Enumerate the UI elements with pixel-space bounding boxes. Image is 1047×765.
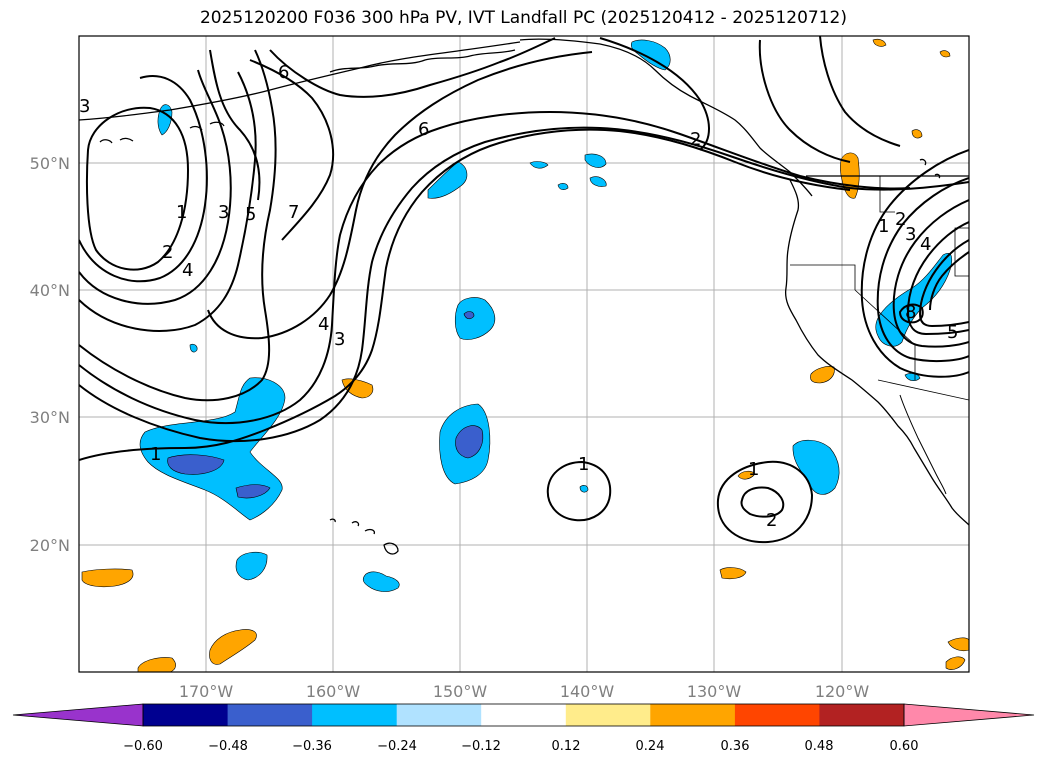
pv-fill-region: [167, 454, 225, 475]
colorbar-tick: 0.48: [805, 739, 834, 754]
contour-label: 1: [878, 216, 889, 237]
colorbar-swatch: [650, 704, 736, 726]
contour-label: 7: [288, 202, 299, 223]
colorbar-tick: −0.48: [208, 739, 248, 754]
pv-fill-region: [947, 637, 969, 652]
pv-fill-region: [911, 129, 923, 139]
colorbar-swatch: [227, 704, 313, 726]
colorbar-ticks: −0.60 −0.48 −0.36 −0.24 −0.12 0.12 0.24 …: [123, 739, 918, 754]
pv-fill-region: [810, 366, 835, 384]
colorbar-tick: −0.36: [292, 739, 332, 754]
colorbar-swatch: [481, 704, 567, 726]
contour-label: 1: [578, 454, 589, 475]
pv-fill-region: [904, 373, 921, 381]
contour-label: 5: [947, 322, 958, 343]
contour-label: 6: [418, 119, 429, 140]
contour-label: 2: [162, 242, 173, 263]
pv-fill-region: [235, 551, 268, 581]
contour-label: 3: [79, 96, 90, 117]
lon-label: 170°W: [179, 682, 234, 701]
contour-label: 2: [690, 129, 701, 150]
pv-fill-region: [719, 567, 747, 580]
colorbar-extend-high: [903, 703, 1035, 727]
pv-fill-region: [875, 252, 953, 347]
pv-fill-region: [454, 297, 496, 340]
contour-label: 1: [748, 459, 759, 480]
contour-label: 1: [176, 202, 187, 223]
map-frame: [78, 35, 970, 673]
colorbar: −0.60 −0.48 −0.36 −0.24 −0.12 0.12 0.24 …: [12, 703, 1035, 754]
lat-label: 20°N: [30, 536, 70, 555]
pv-negative-anomaly-fills: [139, 39, 953, 592]
contour-label: 5: [245, 204, 256, 225]
lon-label: 160°W: [306, 682, 361, 701]
lon-label: 120°W: [815, 682, 870, 701]
colorbar-swatches: [143, 704, 905, 726]
pv-fill-region: [792, 439, 840, 495]
colorbar-tick: 0.12: [552, 739, 581, 754]
pv-fill-region: [189, 343, 198, 353]
pv-fill-region: [463, 311, 475, 320]
contour-label: 2: [766, 510, 777, 531]
lon-label: 140°W: [560, 682, 615, 701]
colorbar-swatch: [396, 704, 482, 726]
pv-fill-region: [584, 153, 607, 168]
colorbar-swatch: [565, 704, 651, 726]
map-area: 1 1 1 1 1 2 2 2 2 3 3 3 3 4 4 4 5 5 6 6 …: [79, 36, 969, 672]
contour-label: 3: [334, 329, 345, 350]
lon-label: 130°W: [687, 682, 742, 701]
pv-positive-anomaly-fills: [81, 38, 969, 672]
contour-label: 6: [278, 62, 289, 83]
latitude-labels: 50°N 40°N 30°N 20°N: [30, 154, 70, 555]
contour-label: 1: [150, 444, 161, 465]
pv-fill-region: [235, 484, 271, 499]
contour-label: 4: [920, 234, 931, 255]
lon-label: 150°W: [433, 682, 488, 701]
pv-fill-region: [362, 571, 400, 592]
pv-fill-region: [209, 629, 257, 665]
contour-label: 4: [182, 260, 193, 281]
pv-fill-region: [872, 38, 887, 47]
pv-fill-region: [579, 485, 589, 493]
map-title: 2025120200 F036 300 hPa PV, IVT Landfall…: [199, 8, 847, 28]
colorbar-tick: 0.36: [721, 739, 750, 754]
pv-fill-region: [529, 161, 549, 169]
contour-label: 8: [905, 302, 916, 323]
contour-label: 2: [895, 209, 906, 230]
lat-label: 50°N: [30, 154, 70, 173]
pv-fill-region: [589, 176, 607, 187]
colorbar-swatch: [734, 704, 820, 726]
lat-label: 30°N: [30, 408, 70, 427]
colorbar-tick: −0.60: [123, 739, 163, 754]
contour-labels: 1 1 1 1 1 2 2 2 2 3 3 3 3 4 4 4 5 5 6 6 …: [79, 62, 958, 531]
colorbar-tick: −0.24: [377, 739, 417, 754]
colorbar-swatch: [819, 704, 905, 726]
pv-fill-region: [455, 425, 484, 459]
contour-label: 3: [905, 224, 916, 245]
colorbar-tick: 0.60: [890, 739, 919, 754]
colorbar-swatch: [312, 704, 398, 726]
lat-label: 40°N: [30, 281, 70, 300]
colorbar-tick: 0.24: [636, 739, 665, 754]
pv-fill-region: [939, 50, 951, 58]
contour-label: 4: [318, 314, 329, 335]
pv-fill-region: [137, 657, 176, 672]
pv-fill-region: [427, 161, 468, 199]
longitude-labels: 170°W 160°W 150°W 140°W 130°W 120°W: [179, 682, 870, 701]
contour-label: 3: [218, 202, 229, 223]
pv-fill-region: [157, 104, 173, 136]
colorbar-swatch: [143, 704, 229, 726]
colorbar-tick: −0.12: [461, 739, 501, 754]
pv-fill-region: [81, 568, 134, 588]
colorbar-extend-low: [12, 703, 144, 727]
colorbar-frame: [142, 703, 905, 727]
pv-fill-region: [737, 470, 756, 480]
ivt-contours: [79, 36, 969, 544]
pv-fill-region: [945, 656, 966, 670]
graticule: [79, 36, 969, 672]
pv-fill-region: [557, 183, 569, 190]
pv-fill-region: [139, 377, 286, 521]
